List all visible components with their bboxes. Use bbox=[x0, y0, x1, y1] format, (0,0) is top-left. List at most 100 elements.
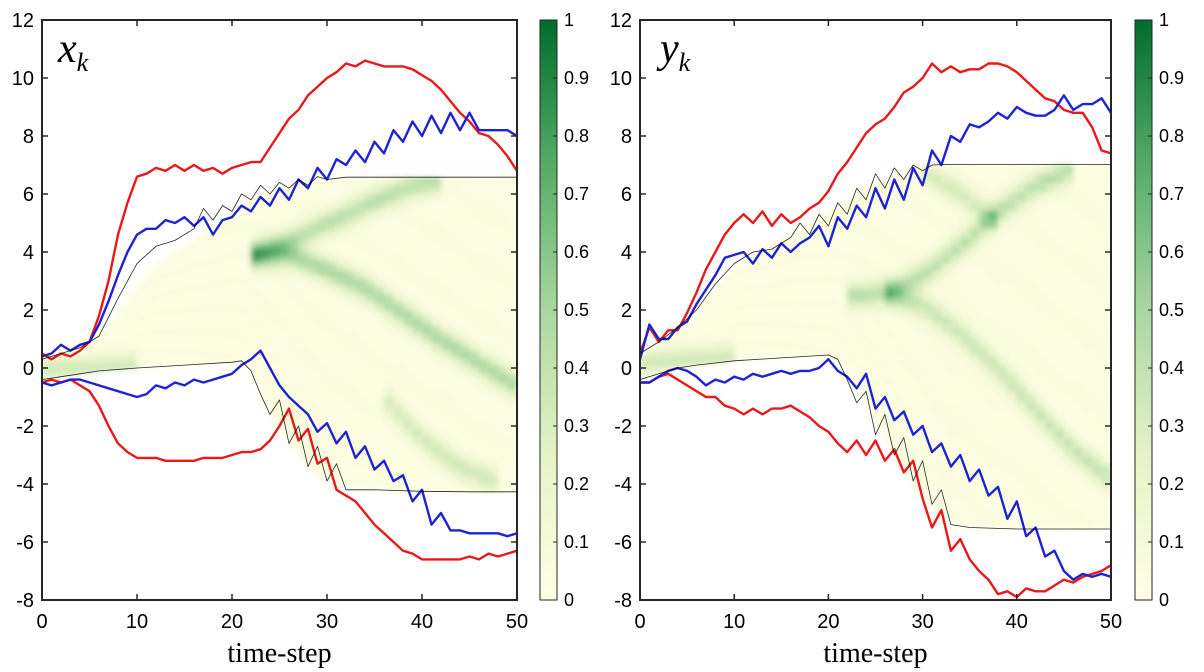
heatmap-cell bbox=[507, 318, 517, 328]
heatmap-cell bbox=[507, 232, 517, 241]
heatmap-cell bbox=[1092, 446, 1103, 457]
heatmap-cell bbox=[441, 389, 452, 398]
heatmap-cell bbox=[1054, 410, 1065, 421]
heatmap-cell bbox=[969, 309, 980, 320]
heatmap-cell bbox=[884, 210, 895, 219]
heatmap-cell bbox=[374, 177, 385, 186]
heatmap-cell bbox=[979, 291, 990, 302]
heatmap-cell bbox=[384, 216, 395, 225]
heatmap-cell bbox=[251, 369, 262, 376]
heatmap-cell bbox=[1073, 456, 1084, 466]
heatmap-cell bbox=[365, 270, 376, 280]
heatmap-cell bbox=[1073, 173, 1084, 184]
heatmap-cell bbox=[137, 336, 148, 340]
heatmap-cell bbox=[1007, 510, 1018, 521]
heatmap-cell bbox=[1016, 392, 1027, 402]
heatmap-cell bbox=[734, 321, 745, 325]
heatmap-cell bbox=[441, 310, 452, 320]
heatmap-cell bbox=[932, 435, 943, 446]
heatmap-cell bbox=[922, 242, 933, 252]
heatmap-cell bbox=[932, 270, 943, 280]
heatmap-cell bbox=[507, 444, 517, 454]
heatmap-cell bbox=[222, 215, 233, 220]
heatmap-cell bbox=[498, 460, 509, 469]
heatmap-cell bbox=[374, 435, 385, 444]
heatmap-cell bbox=[374, 341, 385, 350]
heatmap-cell bbox=[146, 278, 157, 282]
heatmap-cell bbox=[1063, 319, 1074, 330]
heatmap-cell bbox=[99, 360, 110, 363]
heatmap-cell bbox=[1035, 310, 1046, 320]
heatmap-cell bbox=[884, 338, 895, 347]
colorbar-tick-label: 0.3 bbox=[564, 416, 589, 436]
heatmap-cell bbox=[687, 325, 698, 328]
heatmap-cell bbox=[118, 356, 129, 359]
heatmap-cell bbox=[800, 340, 811, 344]
heatmap-cell bbox=[988, 346, 999, 357]
heatmap-cell bbox=[146, 325, 157, 329]
heatmap-cell bbox=[1045, 501, 1056, 512]
heatmap-cell bbox=[346, 200, 357, 210]
heatmap-cell bbox=[137, 307, 148, 311]
heatmap-cell bbox=[828, 208, 839, 213]
heatmap-cell bbox=[715, 330, 726, 333]
heatmap-cell bbox=[1035, 228, 1046, 238]
heatmap-cell bbox=[203, 350, 214, 355]
heatmap-cell bbox=[884, 237, 895, 246]
heatmap-cell bbox=[327, 223, 338, 232]
heatmap-cell bbox=[137, 278, 148, 282]
heatmap-cell bbox=[194, 290, 205, 295]
heatmap-cell bbox=[355, 340, 366, 350]
heatmap-cell bbox=[194, 322, 205, 327]
heatmap-cell bbox=[922, 343, 933, 353]
heatmap-cell bbox=[1054, 510, 1065, 521]
heatmap-cell bbox=[298, 341, 309, 350]
heatmap-cell bbox=[753, 356, 764, 360]
heatmap-cell bbox=[1035, 437, 1046, 448]
heatmap-cell bbox=[327, 307, 338, 316]
heatmap-cell bbox=[1063, 355, 1074, 366]
heatmap-cell bbox=[260, 379, 271, 386]
heatmap-cell bbox=[327, 177, 338, 187]
heatmap-cell bbox=[51, 353, 62, 355]
heatmap-cell bbox=[997, 282, 1008, 293]
heatmap-cell bbox=[1101, 428, 1111, 439]
heatmap-cell bbox=[422, 475, 433, 485]
heatmap-cell bbox=[715, 307, 726, 311]
heatmap-cell bbox=[894, 368, 905, 377]
heatmap-cell bbox=[790, 300, 801, 305]
heatmap-cell bbox=[450, 334, 461, 343]
heatmap-cell bbox=[771, 266, 782, 270]
heatmap-cell bbox=[677, 349, 688, 352]
heatmap-cell bbox=[969, 227, 980, 238]
heatmap-cell bbox=[165, 346, 176, 350]
heatmap-cell bbox=[1063, 474, 1074, 484]
heatmap-cell bbox=[969, 391, 980, 402]
heatmap-cell bbox=[137, 318, 148, 322]
heatmap-cell bbox=[837, 239, 848, 244]
heatmap-cell bbox=[260, 347, 271, 354]
colorbar-tick-label: 1 bbox=[1159, 10, 1169, 30]
heatmap-cell bbox=[194, 243, 205, 247]
heatmap-cell bbox=[800, 229, 811, 234]
heatmap-cell bbox=[308, 405, 319, 414]
heatmap-cell bbox=[1082, 282, 1093, 293]
heatmap-cell bbox=[232, 277, 243, 282]
heatmap-cell bbox=[1073, 182, 1084, 193]
heatmap-cell bbox=[289, 197, 300, 205]
heatmap-cell bbox=[146, 290, 157, 294]
heatmap-cell bbox=[222, 281, 233, 286]
heatmap-cell bbox=[762, 262, 773, 266]
heatmap-cell bbox=[431, 334, 442, 343]
heatmap-cell bbox=[950, 281, 961, 292]
heatmap-cell bbox=[441, 412, 452, 422]
heatmap-cell bbox=[753, 263, 764, 267]
heatmap-cell bbox=[365, 466, 376, 475]
heatmap-cell bbox=[781, 300, 792, 305]
heatmap-cell bbox=[753, 258, 764, 262]
heatmap-cell bbox=[988, 446, 999, 457]
heatmap-cell bbox=[137, 292, 148, 295]
heatmap-cell bbox=[950, 326, 961, 337]
heatmap-cell bbox=[479, 381, 490, 391]
